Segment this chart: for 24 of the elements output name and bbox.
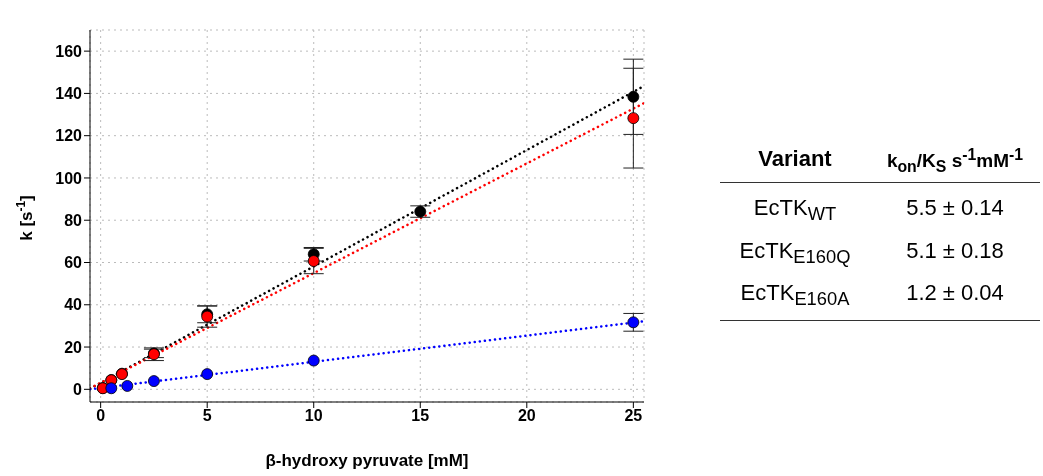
x-tick-label: 25 — [624, 407, 643, 425]
text: 5.5 ± 0.14 — [905, 195, 1005, 223]
y-tick-label: 60 — [64, 254, 83, 272]
text: 5.1 ± 0.18 — [905, 237, 1005, 265]
y-tick-label: 140 — [55, 85, 83, 103]
y-tick-label: 0 — [73, 381, 83, 398]
x-tick-label: 20 — [517, 407, 536, 425]
y-tick-label: 120 — [55, 127, 83, 145]
text: Variant — [757, 146, 833, 173]
text: EcTK$_{E160Q}$ — [738, 237, 852, 268]
y-tick-label: 80 — [64, 211, 83, 229]
text: EcTK$_{WT}$ — [752, 195, 838, 226]
y-tick-label: 100 — [55, 169, 83, 187]
text: k$_{on}$/K$_{S}$ s$^{-1}$mM$^{-1}$ — [885, 146, 1025, 177]
text: 1.2 ± 0.04 — [905, 279, 1005, 307]
y-tick-label: 160 — [55, 42, 83, 60]
x-tick-label: 10 — [304, 407, 323, 425]
x-tick-label: 0 — [96, 407, 106, 425]
y-tick-label: 20 — [64, 338, 83, 356]
x-axis-title: β-hydroxy pyruvate [mM] — [265, 451, 469, 470]
x-tick-label: 15 — [411, 407, 430, 425]
y-tick-label: 40 — [64, 296, 83, 314]
text: EcTK$_{E160A}$ — [739, 279, 851, 311]
x-tick-label: 5 — [202, 407, 212, 425]
